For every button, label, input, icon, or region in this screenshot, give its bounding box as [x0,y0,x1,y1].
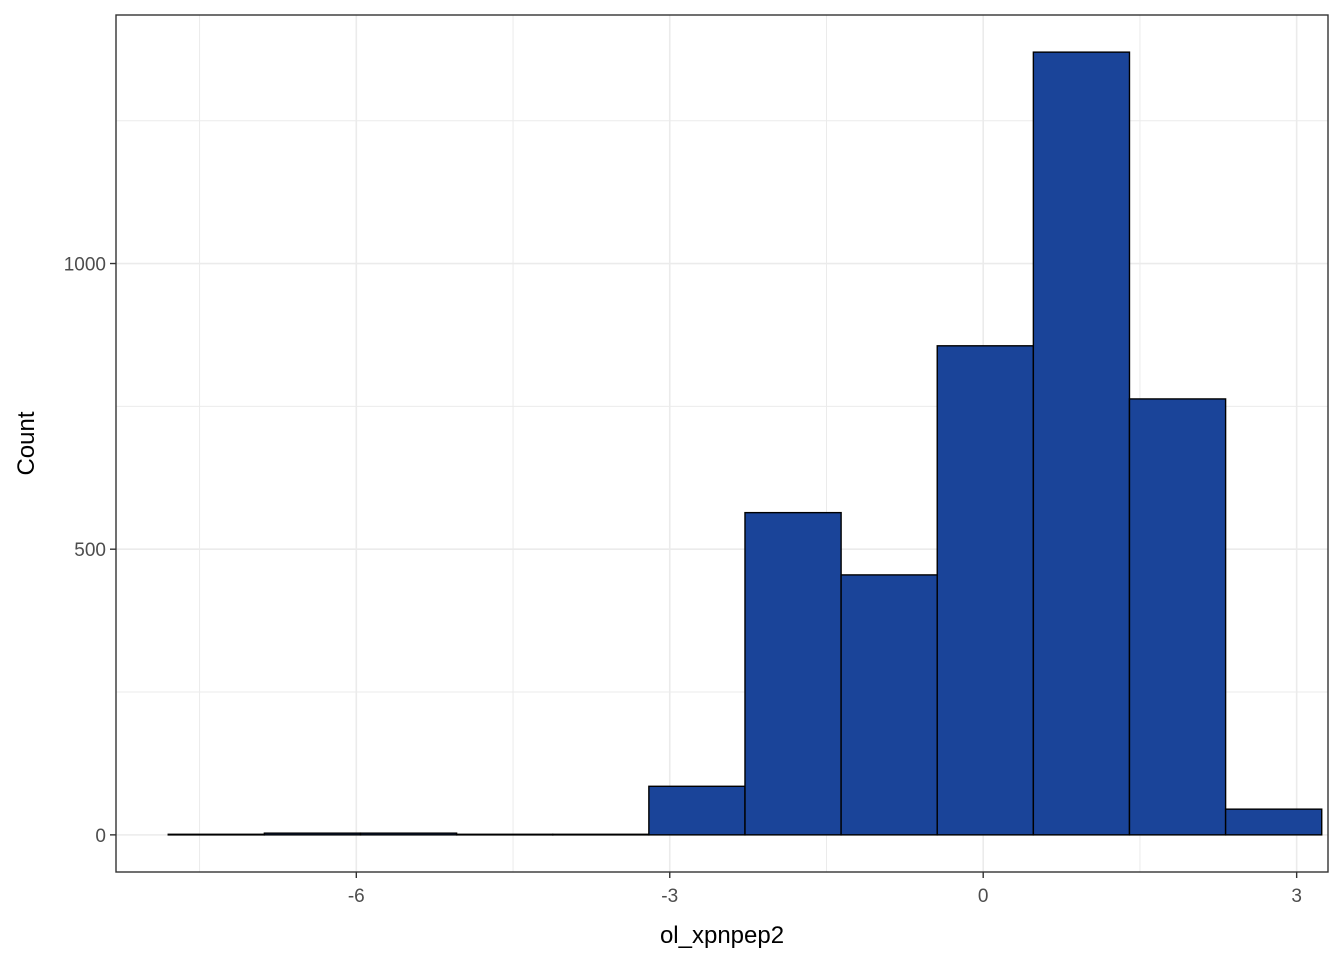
y-axis-title: Count [13,411,40,475]
histogram-bar [840,574,938,836]
histogram-bar [455,833,554,836]
x-tick-label: 0 [978,886,989,907]
histogram-bar [359,832,458,836]
histogram-bars [167,51,1323,836]
histogram-bar [1224,808,1323,836]
x-axis-title: ol_xpnpep2 [660,922,784,949]
histogram-bar [167,833,266,836]
histogram-bar [744,511,842,836]
x-tick-label: -3 [661,886,678,907]
histogram-bar [552,833,650,836]
axes: -6 -3 0 3 0 500 1000 [64,255,1302,907]
histogram-bar [648,785,746,836]
y-tick-label: 0 [95,826,106,847]
histogram-bar [263,832,362,836]
histogram-bar [1032,51,1131,836]
y-tick-label: 500 [74,540,106,561]
panel-border [115,14,1329,873]
histogram-bar [1128,398,1227,836]
y-tick-label: 1000 [64,255,106,276]
x-tick-label: -6 [348,886,365,907]
x-tick-label: 3 [1291,886,1302,907]
histogram-bar [936,345,1035,836]
